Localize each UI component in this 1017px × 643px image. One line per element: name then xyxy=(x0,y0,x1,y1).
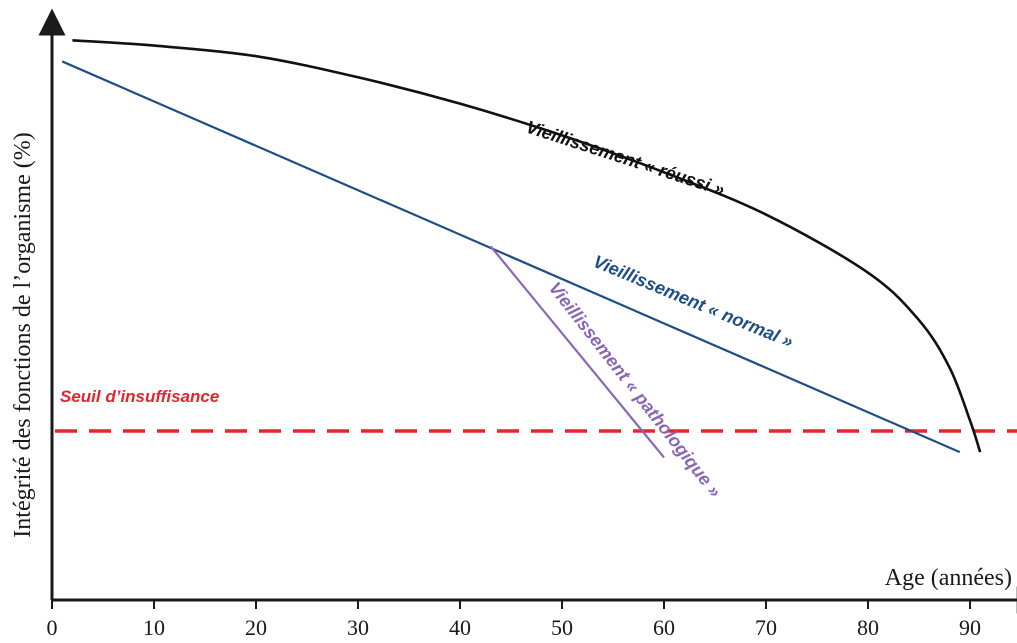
series-line-reussi xyxy=(72,39,982,453)
x-ticks: 0 10 20 30 40 50 60 70 80 90 xyxy=(47,600,981,640)
x-tick-label-30: 30 xyxy=(347,615,369,640)
x-tick-label-10: 10 xyxy=(143,615,165,640)
x-tick-label-20: 20 xyxy=(245,615,267,640)
x-axis-title: Age (années) xyxy=(885,565,1012,591)
x-tick-label-80: 80 xyxy=(857,615,879,640)
x-tick-label-50: 50 xyxy=(551,615,573,640)
series-label-reussi: Vieillissement « réussi » xyxy=(524,117,727,200)
series-line-normal xyxy=(61,60,961,454)
x-tick-label-60: 60 xyxy=(653,615,675,640)
x-tick-label-0: 0 xyxy=(47,615,58,640)
threshold-label: Seuil d’insuffisance xyxy=(60,387,219,406)
x-tick-label-40: 40 xyxy=(449,615,471,640)
series-layer xyxy=(61,39,982,459)
series-line-pathologique xyxy=(489,245,665,459)
y-axis-title: Intégrité des fonctions de l’organisme (… xyxy=(10,132,36,537)
x-tick-label-90: 90 xyxy=(959,615,981,640)
x-tick-label-70: 70 xyxy=(755,615,777,640)
